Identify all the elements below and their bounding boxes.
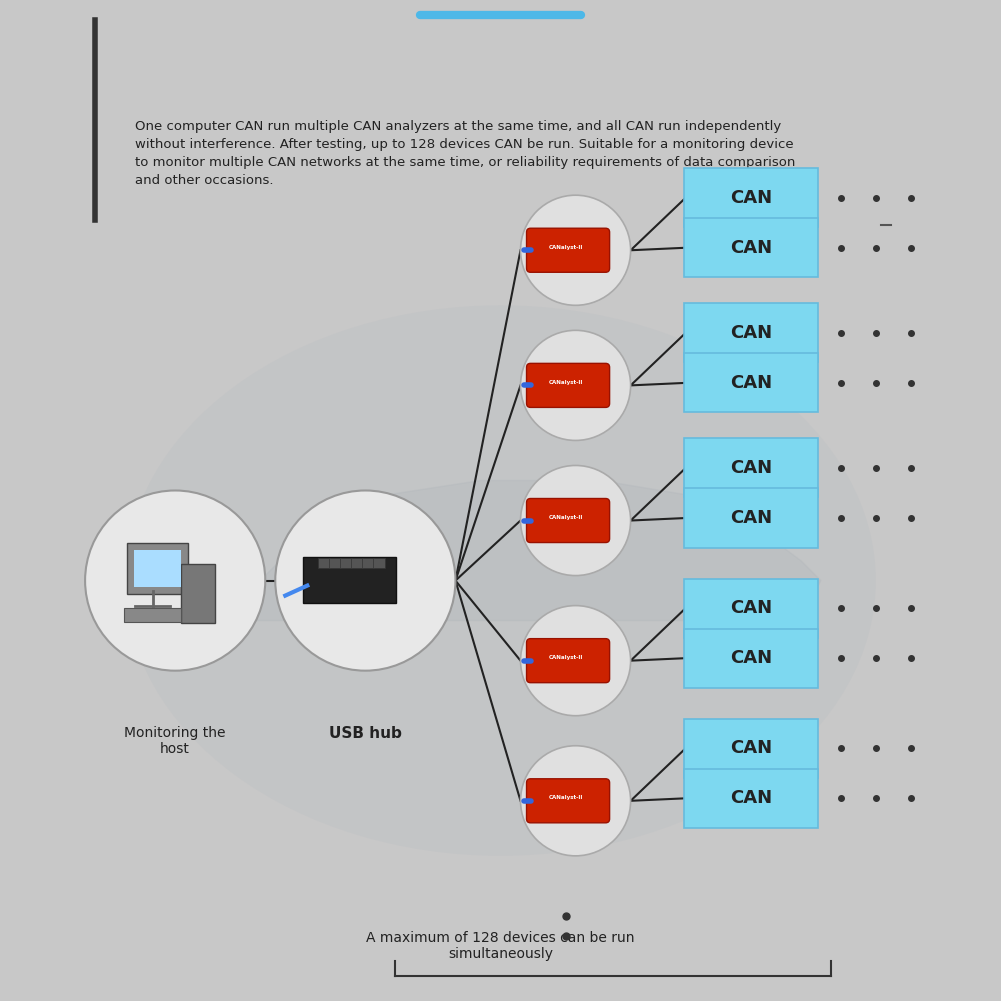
- FancyBboxPatch shape: [684, 488, 818, 548]
- FancyBboxPatch shape: [684, 579, 818, 638]
- Text: CAN: CAN: [730, 374, 772, 391]
- Text: Monitoring the
host: Monitoring the host: [124, 726, 226, 756]
- Text: CAN: CAN: [730, 790, 772, 807]
- FancyBboxPatch shape: [684, 353, 818, 412]
- Text: CANalyst-II: CANalyst-II: [549, 245, 583, 249]
- Circle shape: [275, 490, 455, 671]
- Text: CANalyst-II: CANalyst-II: [549, 516, 583, 520]
- Circle shape: [85, 490, 265, 671]
- Circle shape: [521, 606, 631, 716]
- FancyBboxPatch shape: [684, 438, 818, 497]
- FancyBboxPatch shape: [318, 558, 330, 568]
- FancyBboxPatch shape: [362, 558, 374, 568]
- Text: CAN: CAN: [730, 600, 772, 617]
- FancyBboxPatch shape: [527, 639, 610, 683]
- FancyBboxPatch shape: [684, 629, 818, 688]
- FancyBboxPatch shape: [373, 558, 385, 568]
- Text: CAN: CAN: [730, 459, 772, 476]
- FancyBboxPatch shape: [527, 363, 610, 407]
- FancyBboxPatch shape: [527, 498, 610, 543]
- FancyBboxPatch shape: [340, 558, 352, 568]
- Text: CAN: CAN: [730, 650, 772, 667]
- Text: CAN: CAN: [730, 324, 772, 341]
- FancyBboxPatch shape: [351, 558, 363, 568]
- FancyBboxPatch shape: [684, 769, 818, 828]
- Circle shape: [521, 195, 631, 305]
- FancyBboxPatch shape: [684, 168, 818, 227]
- Text: CAN: CAN: [730, 189, 772, 206]
- Text: CANalyst-II: CANalyst-II: [549, 656, 583, 660]
- Text: CANalyst-II: CANalyst-II: [549, 380, 583, 384]
- Text: One computer CAN run multiple CAN analyzers at the same time, and all CAN run in: One computer CAN run multiple CAN analyz…: [135, 120, 796, 187]
- FancyBboxPatch shape: [684, 719, 818, 778]
- FancyBboxPatch shape: [527, 779, 610, 823]
- Text: CAN: CAN: [730, 239, 772, 256]
- Ellipse shape: [125, 305, 876, 856]
- FancyBboxPatch shape: [181, 564, 215, 623]
- Text: CANalyst-II: CANalyst-II: [549, 796, 583, 800]
- FancyBboxPatch shape: [684, 218, 818, 277]
- Text: USB hub: USB hub: [329, 726, 401, 741]
- FancyBboxPatch shape: [527, 228, 610, 272]
- Text: CAN: CAN: [730, 740, 772, 757]
- FancyBboxPatch shape: [134, 550, 181, 587]
- FancyBboxPatch shape: [684, 303, 818, 362]
- Circle shape: [521, 465, 631, 576]
- FancyBboxPatch shape: [124, 608, 181, 622]
- Text: CAN: CAN: [730, 510, 772, 527]
- Polygon shape: [180, 480, 821, 621]
- FancyBboxPatch shape: [127, 543, 188, 594]
- Circle shape: [521, 330, 631, 440]
- Text: A maximum of 128 devices can be run
simultaneously: A maximum of 128 devices can be run simu…: [366, 931, 635, 961]
- FancyBboxPatch shape: [303, 557, 396, 603]
- Circle shape: [521, 746, 631, 856]
- FancyBboxPatch shape: [329, 558, 341, 568]
